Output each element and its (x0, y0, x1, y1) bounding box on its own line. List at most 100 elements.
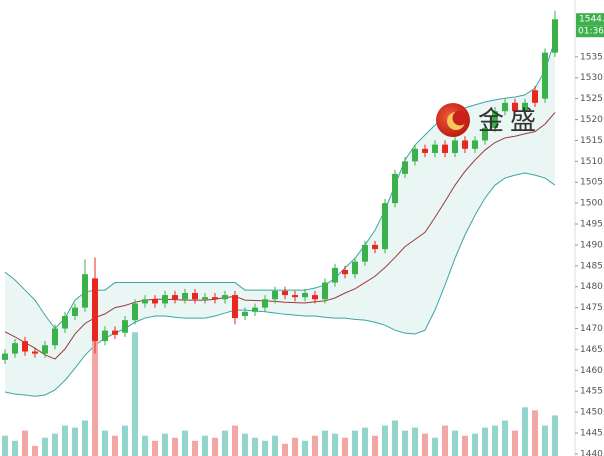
candle-body (422, 148, 428, 153)
volume-bar (252, 437, 258, 456)
candle-body (472, 140, 478, 149)
candle-body (82, 274, 88, 308)
volume-bar (202, 435, 208, 456)
volume-bar (92, 316, 98, 456)
volume-bar (482, 427, 488, 456)
candle-body (392, 173, 398, 204)
volume-bar (122, 425, 128, 456)
candle-body (262, 299, 268, 308)
candle-body (502, 102, 508, 112)
candle-body (352, 261, 358, 275)
candle-body (292, 295, 298, 298)
volume-bar (72, 427, 78, 456)
volume-bar (172, 437, 178, 456)
volume-bar (62, 425, 68, 456)
volume-bar (442, 425, 448, 456)
volume-bar (182, 430, 188, 456)
candle-body (172, 295, 178, 300)
volume-bar (222, 430, 228, 456)
volume-bar (322, 430, 328, 456)
volume-bar (262, 440, 268, 456)
candle-body (22, 341, 28, 352)
candle-body (442, 144, 448, 153)
countdown-box (576, 25, 604, 38)
y-tick-label: 1460.0 (580, 366, 604, 376)
countdown-label: 01:36:1 (578, 27, 604, 37)
volume-bar (142, 435, 148, 456)
candle-body (462, 140, 468, 149)
volume-bar (472, 433, 478, 456)
y-tick-label: 1490.0 (580, 240, 604, 250)
candle-body (552, 19, 558, 53)
volume-bar (512, 430, 518, 456)
volume-bar (212, 437, 218, 456)
candle-body (332, 267, 338, 283)
y-tick-label: 1525.0 (580, 94, 604, 104)
y-tick-label: 1520.0 (580, 115, 604, 125)
volume-bar (162, 433, 168, 456)
y-tick-label: 1530.0 (580, 73, 604, 83)
volume-bar (382, 425, 388, 456)
y-tick-label: 1480.0 (580, 282, 604, 292)
volume-bar (152, 440, 158, 456)
volume-bar (232, 425, 238, 456)
volume-bar (402, 430, 408, 456)
volume-bar (492, 425, 498, 456)
volume-bar (282, 443, 288, 456)
y-tick-label: 1535.0 (580, 52, 604, 62)
volume-bar (2, 435, 8, 456)
candle-body (152, 299, 158, 304)
y-tick-label: 1500.0 (580, 199, 604, 209)
volume-bar (392, 420, 398, 456)
candle-body (452, 140, 458, 153)
volume-bar (372, 435, 378, 456)
volume-bar (302, 440, 308, 456)
last-price-label: 1544.0 (579, 15, 604, 25)
candle-body (62, 315, 68, 329)
candle-body (122, 320, 128, 333)
candle-body (242, 311, 248, 316)
candles (2, 10, 558, 365)
volume-bar (132, 332, 138, 456)
candle-body (132, 303, 138, 321)
volume-bar (352, 430, 358, 456)
candle-body (182, 292, 188, 300)
logo-cut (452, 110, 468, 126)
candle-body (102, 330, 108, 342)
volume-bar (112, 435, 118, 456)
volume-bar (22, 430, 28, 456)
volume-bar (82, 420, 88, 456)
candle-body (52, 328, 58, 346)
volume-bar (532, 410, 538, 456)
candle-body (32, 351, 38, 354)
volume-bar (362, 427, 368, 456)
candle-body (402, 161, 408, 174)
volume-bar (552, 415, 558, 456)
candle-body (212, 297, 218, 300)
volume-bar (542, 425, 548, 456)
candle-body (42, 345, 48, 354)
volume-bar (52, 433, 58, 456)
candle-body (432, 144, 438, 153)
y-tick-label: 1445.0 (580, 429, 604, 439)
y-tick-label: 1515.0 (580, 136, 604, 146)
volume-bar (272, 435, 278, 456)
candle-body (482, 127, 488, 141)
candle-body (322, 282, 328, 300)
volume-bar (452, 430, 458, 456)
candle-body (162, 295, 168, 304)
candle-body (202, 297, 208, 300)
volume-bar (12, 440, 18, 456)
candle-body (312, 295, 318, 300)
candle-body (252, 307, 258, 312)
band-fill (5, 40, 555, 397)
volume-bar (412, 427, 418, 456)
candle-body (532, 90, 538, 103)
candle-body (302, 292, 308, 298)
candle-body (272, 290, 278, 300)
volume-bar (292, 437, 298, 456)
volume-bar (432, 437, 438, 456)
candle-body (2, 353, 8, 360)
